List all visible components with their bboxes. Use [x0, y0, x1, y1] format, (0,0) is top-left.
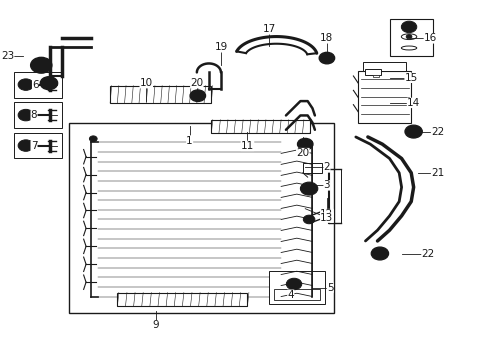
- Circle shape: [406, 35, 411, 39]
- Circle shape: [301, 141, 308, 147]
- Text: 22: 22: [430, 127, 444, 136]
- Circle shape: [405, 24, 411, 30]
- Text: 20: 20: [190, 78, 203, 88]
- Text: 14: 14: [406, 98, 419, 108]
- Text: 16: 16: [423, 33, 436, 43]
- Text: 19: 19: [214, 42, 227, 52]
- Bar: [268, 271, 324, 304]
- Circle shape: [286, 278, 301, 290]
- Circle shape: [22, 113, 29, 118]
- Circle shape: [401, 21, 416, 33]
- Circle shape: [370, 247, 388, 260]
- Circle shape: [375, 251, 383, 256]
- Text: 20: 20: [296, 148, 309, 158]
- Bar: [389, 19, 432, 56]
- Bar: [14, 72, 62, 98]
- Text: 10: 10: [140, 78, 153, 88]
- Text: 8: 8: [31, 111, 37, 121]
- Text: 1: 1: [186, 136, 193, 145]
- Circle shape: [22, 143, 29, 148]
- Circle shape: [18, 140, 34, 151]
- Circle shape: [92, 138, 95, 140]
- Text: 23: 23: [1, 51, 14, 61]
- Circle shape: [45, 80, 53, 86]
- Text: 15: 15: [404, 73, 417, 83]
- Bar: [365, 69, 380, 75]
- Text: 12: 12: [320, 209, 333, 219]
- Circle shape: [18, 109, 34, 121]
- Text: 17: 17: [262, 24, 275, 35]
- Text: 22: 22: [421, 248, 434, 258]
- Bar: [302, 163, 322, 173]
- Circle shape: [303, 215, 314, 224]
- Circle shape: [404, 125, 422, 138]
- Text: 7: 7: [31, 141, 37, 151]
- Circle shape: [297, 138, 312, 150]
- Text: 11: 11: [240, 141, 254, 151]
- Circle shape: [190, 90, 205, 102]
- Circle shape: [31, 57, 52, 73]
- Text: 21: 21: [430, 168, 444, 178]
- Bar: [110, 86, 211, 103]
- Bar: [69, 123, 333, 313]
- Circle shape: [18, 79, 34, 90]
- Bar: [117, 293, 247, 306]
- Circle shape: [319, 52, 334, 64]
- Bar: [14, 102, 62, 128]
- Text: 13: 13: [320, 213, 333, 222]
- Bar: [362, 62, 406, 71]
- Bar: [358, 71, 410, 123]
- Circle shape: [300, 182, 317, 195]
- Text: 3: 3: [323, 180, 329, 190]
- Circle shape: [305, 186, 312, 191]
- Circle shape: [36, 62, 46, 69]
- Text: 5: 5: [326, 283, 333, 293]
- Text: 18: 18: [320, 33, 333, 43]
- Ellipse shape: [401, 46, 416, 50]
- Text: 9: 9: [152, 320, 159, 330]
- Bar: [14, 133, 62, 158]
- Bar: [273, 289, 319, 300]
- Circle shape: [290, 282, 297, 287]
- Bar: [372, 75, 378, 77]
- Circle shape: [22, 82, 29, 87]
- Circle shape: [323, 55, 329, 60]
- Text: 2: 2: [323, 162, 329, 172]
- Bar: [211, 120, 309, 134]
- Circle shape: [409, 129, 417, 134]
- Text: 4: 4: [287, 290, 293, 300]
- Circle shape: [89, 136, 97, 141]
- Circle shape: [40, 77, 58, 90]
- Text: 6: 6: [32, 80, 39, 90]
- Circle shape: [194, 93, 201, 98]
- Ellipse shape: [401, 34, 416, 40]
